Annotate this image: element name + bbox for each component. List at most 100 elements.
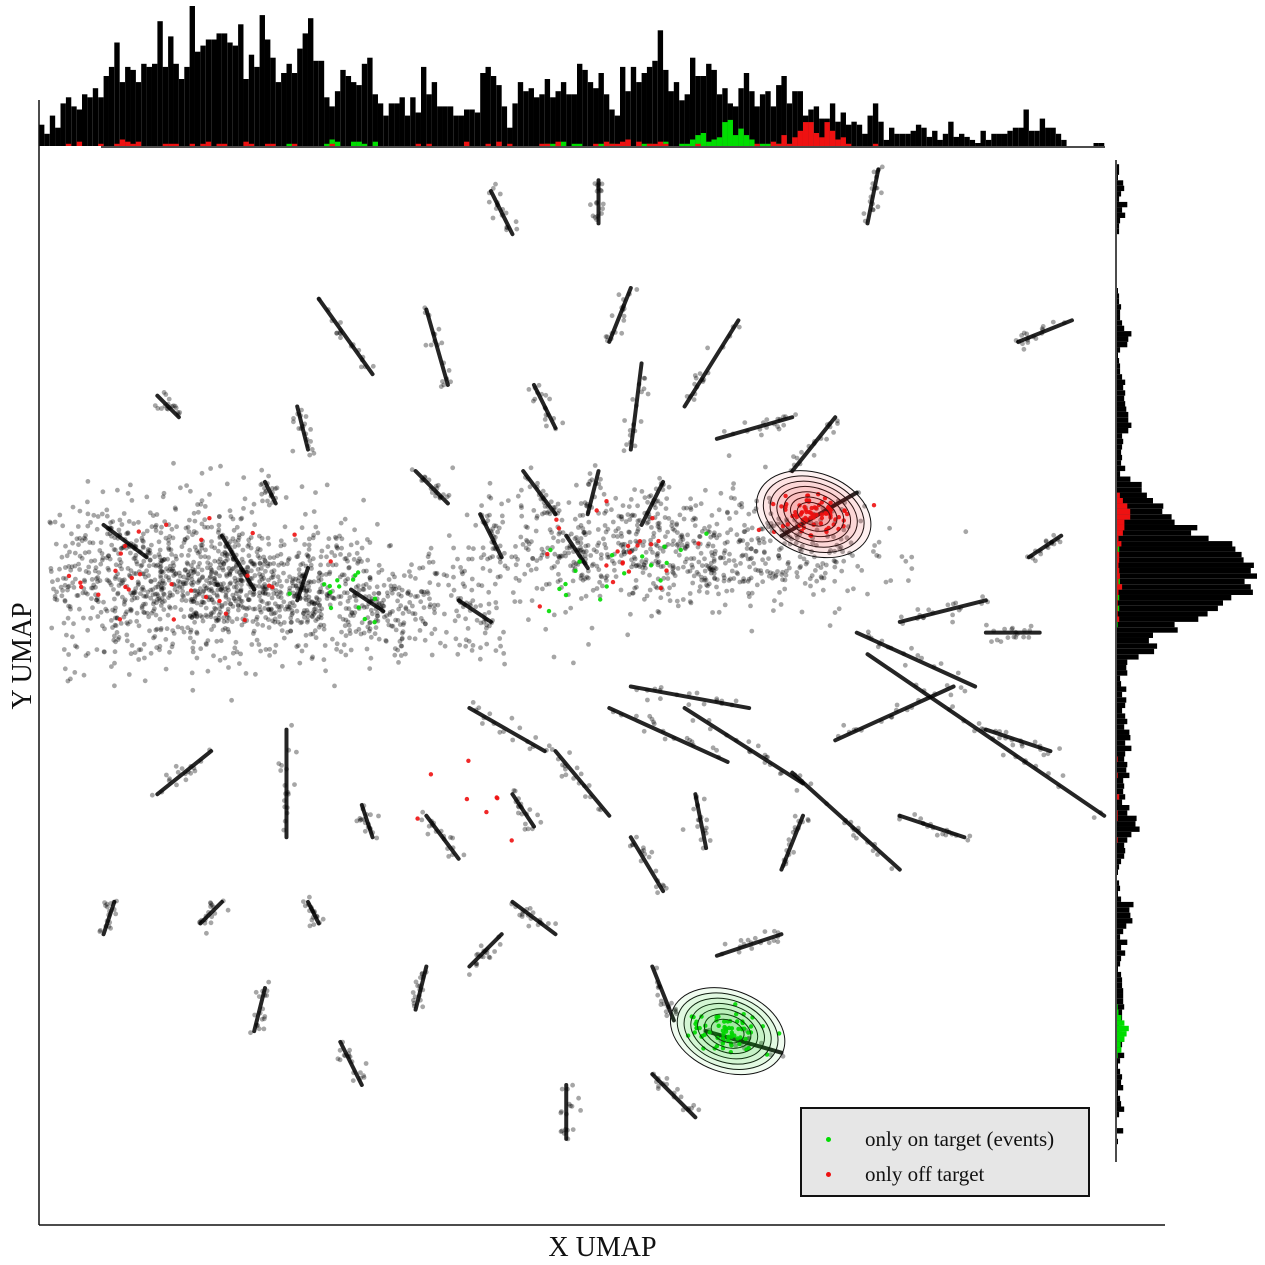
background-point-1587 [227, 570, 233, 575]
background-point-2528 [341, 642, 347, 648]
off-target-point-3654 [650, 516, 655, 521]
background-point-2124 [260, 599, 265, 604]
background-point-3429 [748, 603, 753, 609]
background-point-2203 [344, 590, 350, 596]
background-point-2201 [166, 575, 171, 580]
background-point-2523 [358, 631, 364, 637]
background-point-3083 [622, 541, 628, 547]
background-point-2068 [276, 594, 281, 600]
background-point-2070 [175, 589, 180, 595]
background-point-420 [223, 543, 229, 549]
background-point-1394 [191, 559, 197, 565]
background-point-1253 [112, 633, 117, 639]
background-point-1773 [128, 590, 134, 596]
background-point-2520 [432, 570, 438, 576]
top-hist-bar-0-131 [743, 73, 750, 146]
background-point-3410 [667, 563, 673, 568]
background-point-1924 [132, 595, 138, 601]
background-point-974 [749, 946, 755, 951]
right-hist-bar-0-40 [1117, 1004, 1125, 1010]
background-point-1962 [219, 584, 225, 590]
background-point-1496 [71, 621, 76, 627]
background-point-260 [259, 481, 265, 487]
background-point-2067 [293, 537, 298, 543]
background-point-980 [752, 935, 758, 941]
background-point-1689 [125, 531, 131, 536]
background-point-3210 [818, 565, 824, 570]
background-point-2186 [325, 544, 331, 550]
background-point-1009 [261, 1026, 267, 1032]
on-target-point-3512 [664, 560, 669, 566]
background-point-2001 [112, 660, 117, 666]
background-point-567 [916, 697, 921, 703]
background-point-920 [310, 914, 316, 920]
background-point-1799 [181, 574, 187, 580]
top-hist-bar-1-134 [759, 143, 766, 146]
background-point-3392 [749, 628, 755, 634]
background-point-2707 [609, 507, 614, 513]
top-hist-bar-2-93 [539, 143, 545, 146]
background-point-826 [441, 836, 447, 842]
right-hist-bar-0-157 [1117, 374, 1123, 380]
background-point-1025 [256, 1026, 262, 1032]
background-point-983 [775, 939, 781, 945]
background-point-2417 [259, 577, 265, 582]
background-point-3178 [649, 525, 654, 530]
background-point-892 [106, 924, 112, 929]
on-target-point-3509 [648, 563, 654, 568]
background-point-395 [571, 549, 576, 554]
background-point-321 [586, 482, 592, 487]
background-point-2266 [303, 643, 309, 648]
background-point-15 [499, 212, 505, 218]
background-point-2205 [354, 540, 360, 546]
background-point-2134 [219, 560, 225, 565]
background-point-1910 [182, 537, 188, 543]
background-point-2660 [386, 622, 392, 628]
background-point-3188 [725, 530, 730, 536]
background-point-287 [429, 490, 435, 495]
background-point-1298 [164, 566, 169, 572]
background-point-29 [594, 188, 600, 194]
background-point-127 [1039, 326, 1045, 332]
background-point-2401 [272, 619, 278, 625]
background-point-739 [940, 831, 945, 837]
background-point-864 [805, 817, 811, 822]
background-point-2302 [287, 574, 292, 580]
background-point-2899 [529, 539, 534, 544]
background-point-913 [208, 901, 214, 906]
background-point-1712 [257, 547, 263, 553]
background-point-1192 [259, 566, 264, 571]
background-point-1645 [159, 568, 165, 574]
background-point-1328 [222, 549, 228, 555]
background-point-1699 [158, 575, 164, 581]
background-point-106 [444, 376, 450, 382]
background-point-3167 [740, 552, 746, 558]
background-point-1955 [248, 535, 254, 540]
background-point-2363 [132, 589, 137, 594]
background-point-842 [527, 807, 533, 812]
background-point-1625 [151, 562, 157, 568]
background-point-1331 [187, 547, 193, 553]
background-point-797 [362, 828, 368, 834]
background-point-703 [695, 802, 700, 808]
background-point-43 [870, 201, 875, 207]
background-point-1439 [337, 533, 342, 539]
background-point-1569 [166, 537, 172, 543]
contour-1-7 [669, 987, 786, 1076]
background-point-2163 [271, 611, 277, 616]
background-point-385 [589, 563, 595, 568]
background-point-2791 [505, 566, 511, 571]
background-point-2034 [113, 605, 118, 611]
background-point-1079 [672, 1007, 678, 1013]
background-point-872 [792, 813, 798, 819]
streak-20 [478, 512, 504, 560]
background-point-2531 [571, 660, 576, 666]
background-point-2451 [390, 609, 395, 614]
background-point-2508 [446, 582, 451, 588]
right-hist-bar-2-131 [1117, 514, 1131, 520]
background-point-1534 [208, 612, 214, 617]
background-point-2213 [202, 583, 208, 589]
background-point-2234 [271, 591, 277, 596]
background-point-2938 [648, 493, 654, 498]
background-point-2706 [648, 546, 653, 552]
